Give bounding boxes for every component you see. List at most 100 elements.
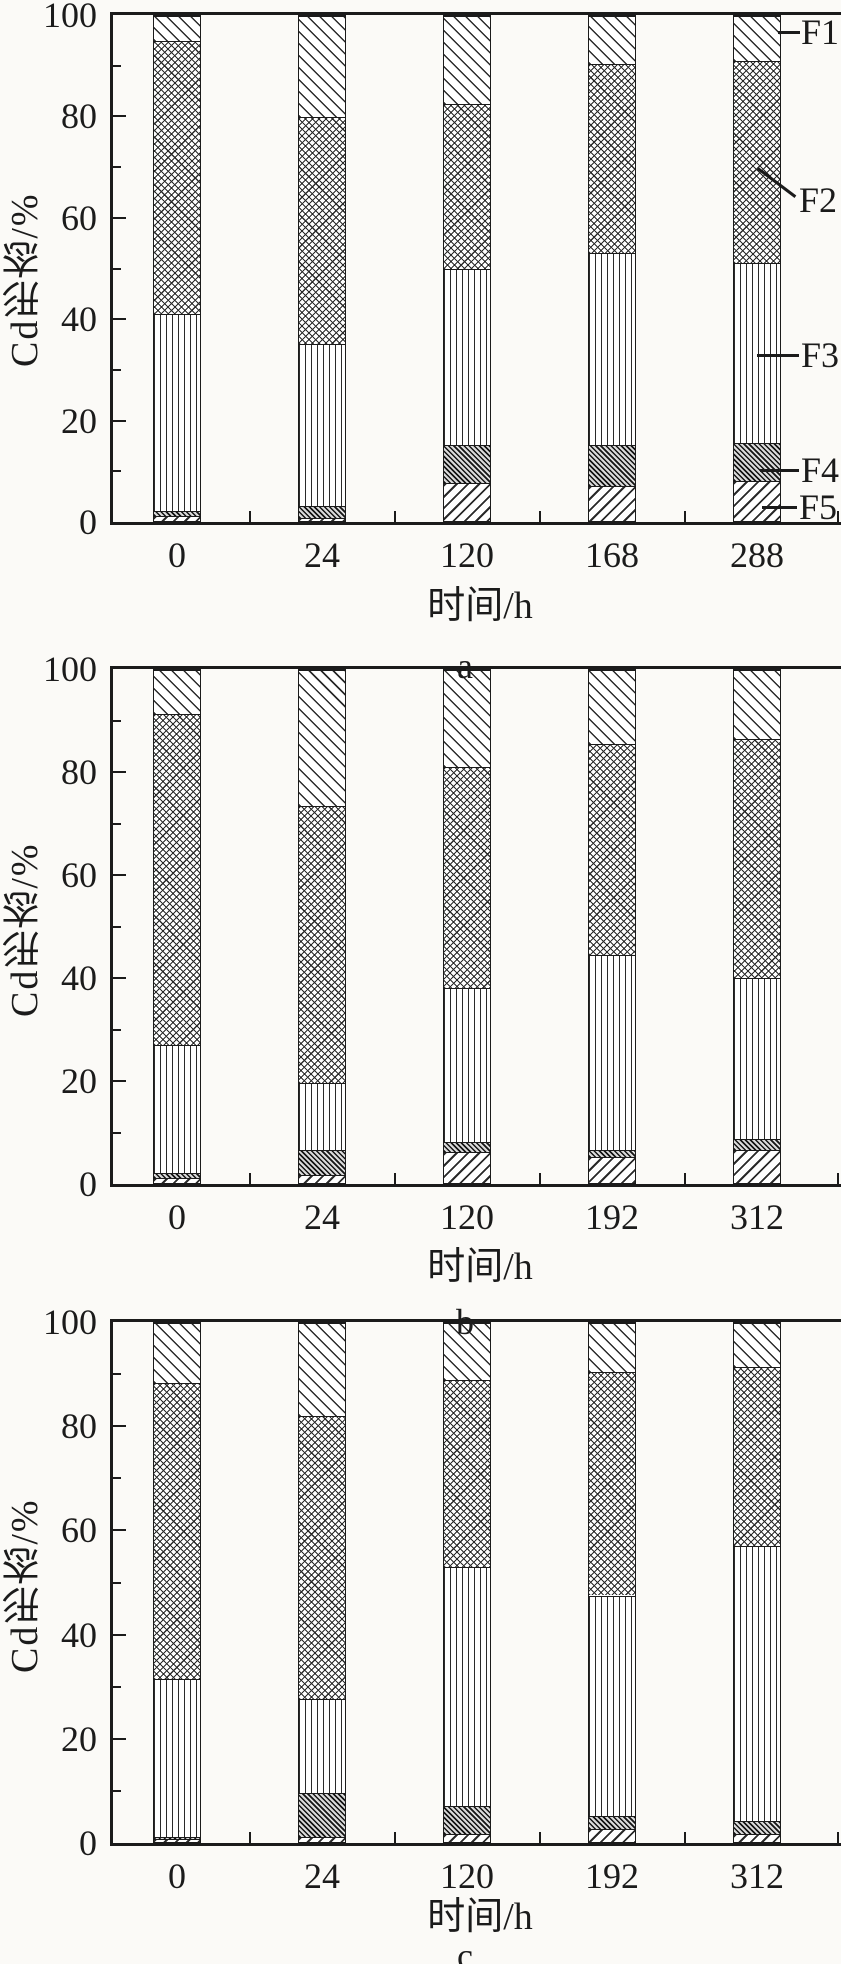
bar-segment-F5 bbox=[299, 1836, 345, 1842]
x-axis-tick-label: 192 bbox=[585, 1197, 639, 1237]
bar-segment-F2 bbox=[734, 61, 780, 264]
bar-segment-F3 bbox=[444, 268, 490, 446]
stacked-bar-c-24 bbox=[298, 1322, 346, 1843]
y-axis-tick-label: 80 bbox=[61, 1406, 97, 1447]
x-axis-tick-label: 0 bbox=[168, 1197, 186, 1237]
bar-segment-F5 bbox=[589, 1157, 635, 1183]
bar-segment-F4 bbox=[589, 1149, 635, 1158]
bar-segment-F1 bbox=[589, 1323, 635, 1373]
bar-segment-F1 bbox=[154, 670, 200, 714]
bar-segment-F1 bbox=[444, 670, 490, 768]
bar-segment-F3 bbox=[299, 1082, 345, 1150]
bar-segment-F3 bbox=[154, 1678, 200, 1837]
bar-segment-F3 bbox=[444, 1566, 490, 1806]
y-axis-tick-label: 80 bbox=[61, 752, 97, 792]
stacked-bar-b-120 bbox=[443, 669, 491, 1184]
x-axis-minor-tick bbox=[393, 1832, 396, 1843]
legend-leader-line-f3 bbox=[757, 354, 799, 357]
x-axis-tick-label: 168 bbox=[585, 535, 639, 575]
x-axis-tick-label: 288 bbox=[730, 535, 784, 575]
legend-label-f1: F1 bbox=[801, 12, 840, 52]
x-axis-end-tick bbox=[837, 511, 839, 522]
x-axis-tick-label: 24 bbox=[304, 535, 340, 575]
bar-segment-F2 bbox=[299, 117, 345, 345]
bar-segment-F3 bbox=[589, 1595, 635, 1817]
bar-segment-F5 bbox=[734, 1834, 780, 1842]
bar-segment-F4 bbox=[154, 1172, 200, 1178]
stacked-bar-a-0 bbox=[153, 15, 201, 522]
x-axis-minor-tick bbox=[393, 1173, 396, 1184]
bar-segment-F4 bbox=[299, 505, 345, 519]
bar-segment-F1 bbox=[444, 16, 490, 105]
y-axis-tick-label: 0 bbox=[79, 1823, 97, 1863]
bar-segment-F2 bbox=[444, 104, 490, 269]
y-axis-major-tick bbox=[113, 874, 126, 876]
stacked-bar-a-120 bbox=[443, 15, 491, 522]
panel-letter-c: c bbox=[457, 1936, 473, 1964]
y-axis-major-tick bbox=[113, 1529, 126, 1532]
y-axis-tick-label: 60 bbox=[61, 855, 97, 895]
y-axis-tick-label: 40 bbox=[61, 1614, 97, 1655]
x-axis-title-panel-b: 时间/h bbox=[427, 1246, 533, 1288]
bar-segment-F4 bbox=[734, 442, 780, 481]
y-axis-major-tick bbox=[113, 977, 126, 979]
y-axis-major-tick bbox=[113, 1425, 126, 1428]
bar-segment-F4 bbox=[154, 510, 200, 516]
stacked-bar-a-288 bbox=[733, 15, 781, 522]
x-axis-tick-label: 24 bbox=[304, 1856, 340, 1896]
legend-label-f4: F4 bbox=[801, 450, 840, 490]
y-axis-minor-tick bbox=[113, 822, 121, 825]
bar-segment-F3 bbox=[734, 1546, 780, 1822]
legend-leader-line-f1 bbox=[778, 31, 800, 34]
bar-segment-F4 bbox=[734, 1821, 780, 1835]
x-axis-minor-tick bbox=[538, 1173, 541, 1184]
y-axis-minor-tick bbox=[113, 267, 121, 270]
y-axis-tick-label: 100 bbox=[43, 649, 97, 689]
x-axis-minor-tick bbox=[248, 1832, 251, 1843]
y-axis-minor-tick bbox=[113, 925, 121, 928]
bar-segment-F5 bbox=[734, 480, 780, 521]
y-axis-minor-tick bbox=[113, 166, 121, 169]
x-axis-minor-tick bbox=[248, 511, 251, 522]
bar-segment-F2 bbox=[299, 805, 345, 1083]
y-axis-title-panel-b: Cd形态/% bbox=[4, 842, 46, 1018]
bar-segment-F4 bbox=[589, 1816, 635, 1830]
bar-segment-F5 bbox=[734, 1149, 780, 1183]
y-axis-minor-tick bbox=[113, 1477, 121, 1480]
bar-segment-F3 bbox=[589, 253, 635, 446]
bar-segment-F5 bbox=[299, 1175, 345, 1183]
x-axis-tick-label: 120 bbox=[440, 535, 494, 575]
legend-leader-line-f4 bbox=[760, 469, 799, 472]
bar-segment-F2 bbox=[589, 744, 635, 955]
stacked-bar-a-24 bbox=[298, 15, 346, 522]
plot-area-panel-b bbox=[110, 666, 841, 1187]
legend-label-f2: F2 bbox=[799, 180, 838, 220]
bar-segment-F2 bbox=[444, 1380, 490, 1567]
x-axis-minor-tick bbox=[393, 511, 396, 522]
bar-segment-F4 bbox=[444, 445, 490, 484]
stacked-bar-b-0 bbox=[153, 669, 201, 1184]
y-axis-tick-label: 100 bbox=[43, 0, 97, 35]
y-axis-major-tick bbox=[113, 216, 126, 219]
y-axis-tick-label: 0 bbox=[79, 502, 97, 542]
bar-segment-F2 bbox=[154, 41, 200, 314]
bar-segment-F5 bbox=[444, 1834, 490, 1842]
bar-segment-F1 bbox=[299, 1323, 345, 1417]
stacked-bar-c-0 bbox=[153, 1322, 201, 1843]
y-axis-tick-label: 40 bbox=[61, 958, 97, 998]
y-axis-minor-tick bbox=[113, 1373, 121, 1376]
bar-segment-F3 bbox=[444, 988, 490, 1142]
x-axis-tick-label: 192 bbox=[585, 1856, 639, 1896]
bar-segment-F4 bbox=[444, 1805, 490, 1835]
y-axis-minor-tick bbox=[113, 64, 121, 67]
x-axis-end-tick bbox=[837, 1832, 839, 1843]
bar-segment-F4 bbox=[589, 445, 635, 486]
y-axis-tick-label: 20 bbox=[61, 1061, 97, 1101]
y-axis-minor-tick bbox=[113, 1789, 121, 1792]
bar-segment-F5 bbox=[589, 1829, 635, 1842]
bar-segment-F2 bbox=[589, 63, 635, 254]
x-axis-tick-label: 120 bbox=[440, 1197, 494, 1237]
x-axis-tick-label: 120 bbox=[440, 1856, 494, 1896]
bar-segment-F3 bbox=[154, 1044, 200, 1173]
y-axis-tick-label: 20 bbox=[61, 400, 97, 441]
